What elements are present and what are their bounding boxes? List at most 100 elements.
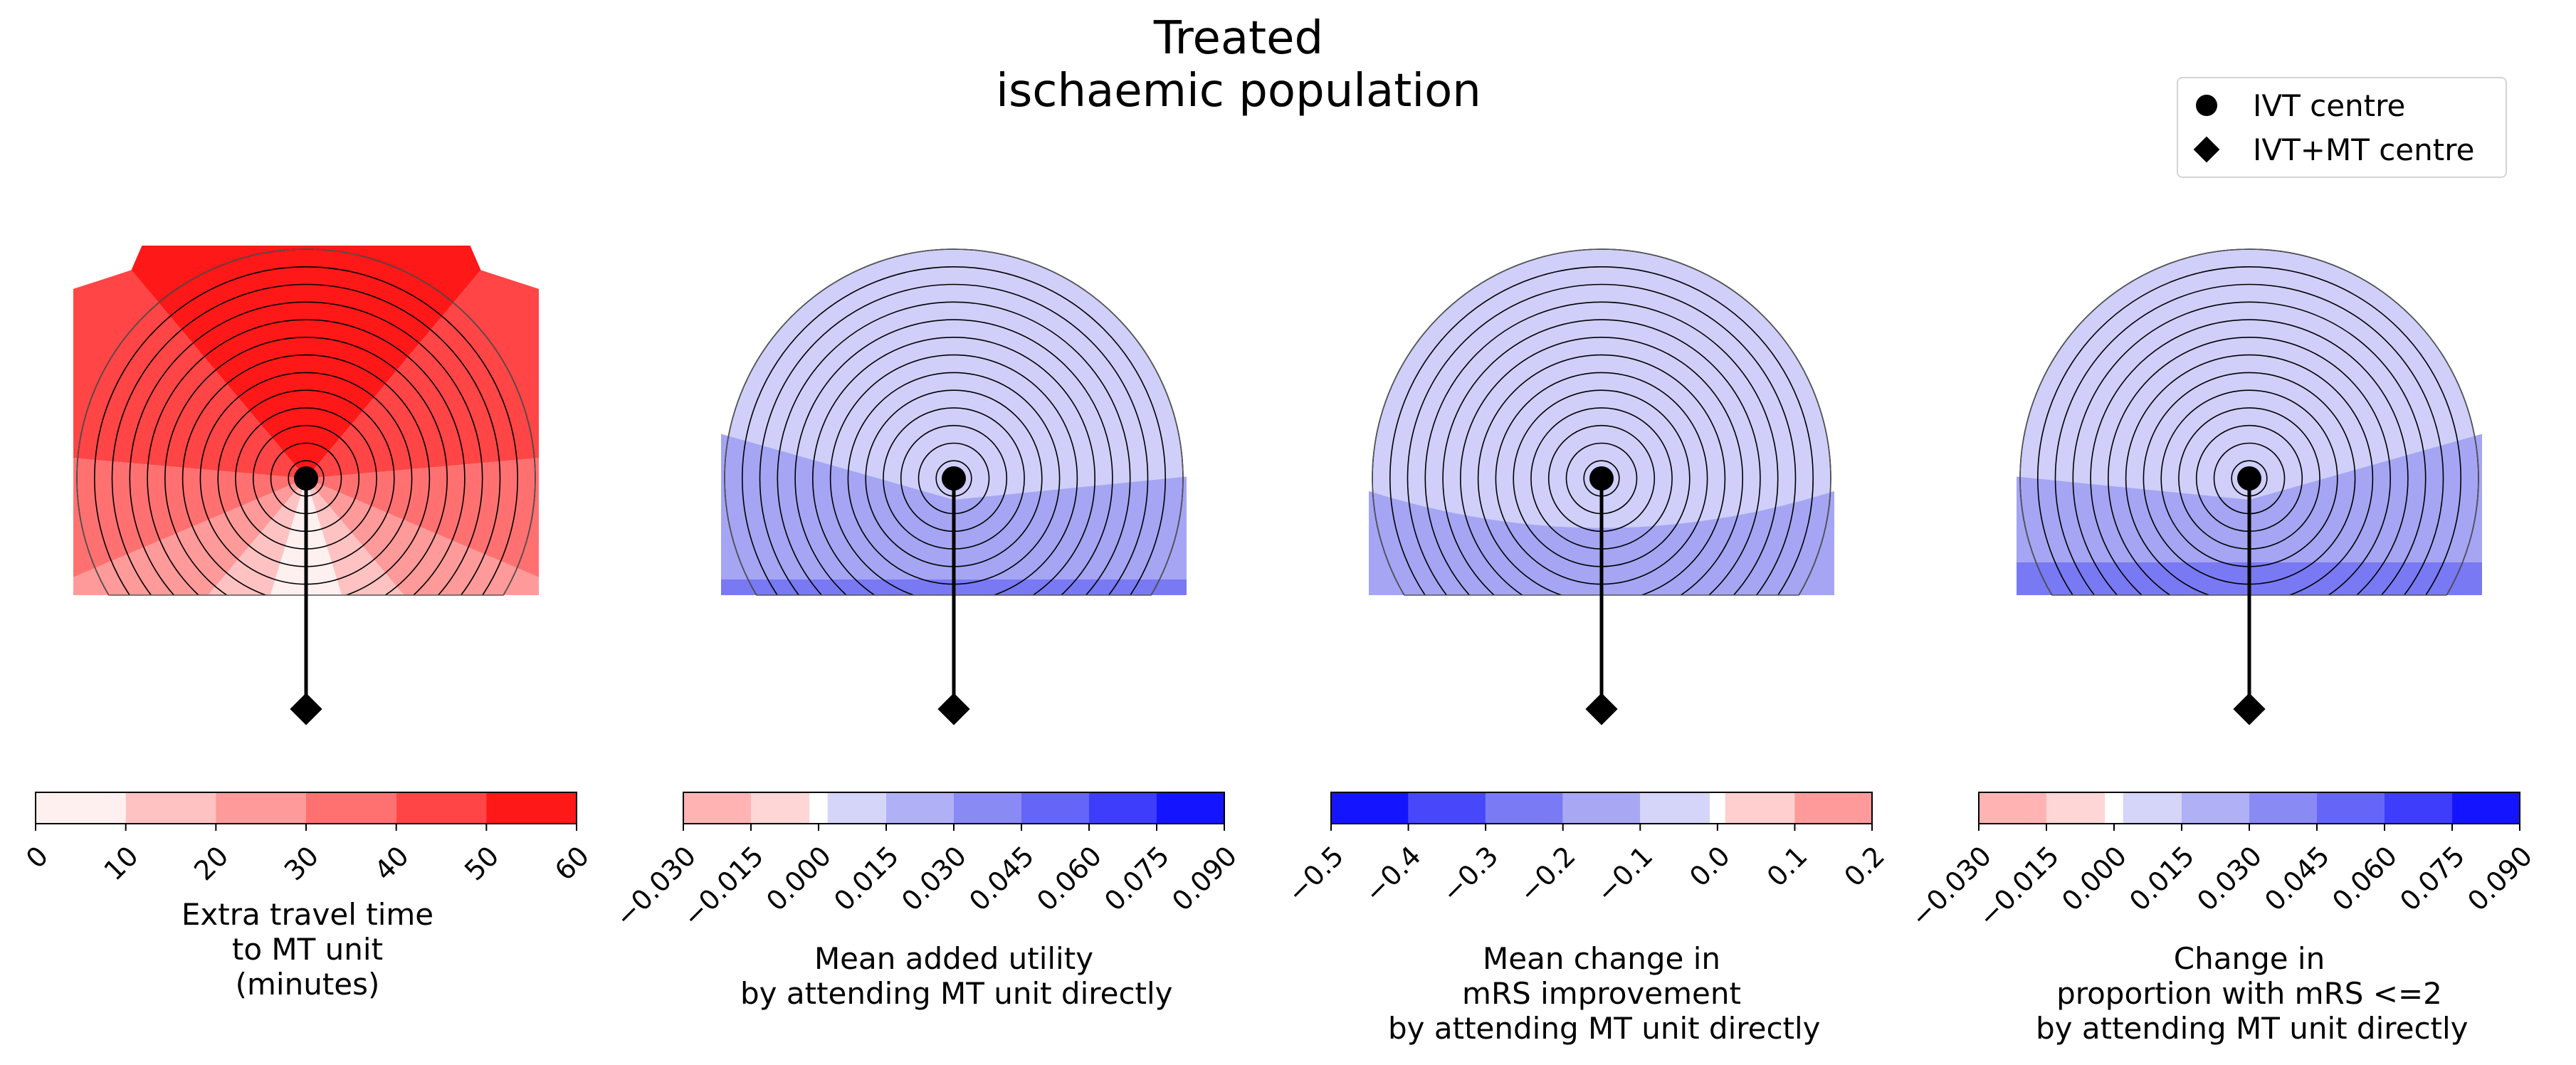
panel-1-label-line1: Extra travel time [181, 897, 434, 932]
ring [2054, 283, 2444, 595]
colorbar-bin [396, 792, 487, 824]
panel-4: −0.030−0.0150.0000.0150.0300.0450.0600.0… [1905, 248, 2538, 933]
colorbar-tick-label: 0.015 [828, 840, 905, 917]
colorbar-tick-label: 50 [458, 840, 505, 886]
colorbar-bin [2385, 792, 2452, 824]
ring [742, 266, 1166, 595]
legend: IVT centre IVT+MT centre [2177, 77, 2507, 178]
colorbar-tick-label: 30 [278, 840, 325, 886]
colorbar-bin [827, 792, 886, 824]
panel-4-colorbar: −0.030−0.0150.0000.0150.0300.0450.0600.0… [1905, 792, 2538, 933]
legend-item-ivt-mt: IVT+MT centre [2178, 128, 2474, 171]
colorbar-tick-label: −0.2 [1513, 840, 1582, 908]
panel-4-colorbar-label: Change in proportion with mRS <=2 by att… [2036, 941, 2469, 1046]
colorbar-bin [1725, 792, 1795, 824]
colorbar-bin [2182, 792, 2249, 824]
zone-sector [306, 458, 539, 577]
colorbar-frame [1330, 792, 1873, 824]
ring [2125, 354, 2374, 595]
panel-1-colorbar: 0 10 20 30 40 50 60 [20, 792, 595, 886]
legend-item-ivt: IVT centre [2178, 84, 2405, 127]
panel-1-label-line3: (minutes) [235, 967, 380, 1002]
colorbar-tick-label: 0 [20, 840, 54, 874]
zone-sector [306, 478, 404, 595]
panel-2: −0.030−0.0150.0000.0150.0300.0450.0600.0… [609, 248, 1243, 933]
colorbar-tick-label: 0.090 [1166, 840, 1243, 917]
colorbar-tick-label: −0.4 [1358, 840, 1426, 908]
zone-sector [306, 246, 481, 478]
panel-1-region [73, 246, 539, 596]
colorbar-tick-label: −0.1 [1590, 840, 1658, 908]
ring [182, 354, 431, 595]
colorbar-bin [1979, 792, 2046, 824]
colorbar-bin [1640, 792, 1710, 824]
colorbar-bin [125, 792, 216, 824]
colorbar-tick-label: 0.000 [760, 840, 837, 917]
colorbar-tick-label: 0.000 [2056, 840, 2133, 917]
ivt-centre-marker [942, 466, 966, 490]
colorbar-bin [2249, 792, 2317, 824]
panel-3-colorbar-label: Mean change in mRS improvement by attend… [1388, 941, 1821, 1046]
colorbar-tick-label: 0.075 [2394, 840, 2471, 917]
colorbar-bin [1157, 792, 1224, 824]
colorbar-bin [1710, 792, 1725, 824]
zone-sector [306, 478, 539, 595]
colorbar-tick-label: 0.045 [2259, 840, 2335, 917]
colorbar-bin [2452, 792, 2520, 824]
ivt-centre-marker [2237, 466, 2261, 490]
colorbar-tick-label: 0.060 [1031, 840, 1108, 917]
panel-2-label-line2: by attending MT unit directly [740, 976, 1173, 1011]
ring [1460, 337, 1743, 595]
ring [1477, 354, 1726, 595]
ring [147, 319, 466, 595]
region-boundary [1372, 248, 1831, 596]
colorbar-tick-label: 0.0 [1683, 840, 1736, 893]
panel-3-region [1369, 248, 1834, 596]
circle-marker-icon [2196, 95, 2217, 116]
panel-2-label-line1: Mean added utility [814, 941, 1094, 976]
zone-sector [73, 458, 306, 577]
colorbar-bin [1408, 792, 1486, 824]
panel-4-label-line2: proportion with mRS <=2 [2056, 976, 2442, 1011]
ring [794, 319, 1113, 595]
colorbar-bin [809, 792, 828, 824]
colorbar-tick-label: 0.2 [1838, 840, 1891, 893]
colorbar-tick-label: 10 [98, 840, 144, 886]
ivt-centre-marker [294, 466, 318, 490]
colorbar-bin [2317, 792, 2385, 824]
ring [777, 301, 1131, 595]
colorbar-bin [2123, 792, 2182, 824]
panel-4-label-line3: by attending MT unit directly [2036, 1011, 2469, 1046]
colorbar-bin [486, 792, 577, 824]
panel-4-label-line1: Change in [2173, 941, 2325, 976]
colorbar-tick-label: 0.030 [895, 840, 972, 917]
panel-3: −0.5 −0.4 −0.3 −0.2 −0.1 0.0 0.1 0.2 [1281, 248, 1891, 908]
zone-sector [73, 478, 306, 595]
ring [829, 354, 1078, 595]
zone-sector [208, 478, 306, 595]
ivt-mt-centre-marker [290, 693, 322, 725]
figure-title: Treated ischaemic population [0, 12, 2477, 117]
ivt-mt-centre-marker [2233, 693, 2266, 725]
colorbar-tick-label: 0.015 [2123, 840, 2200, 917]
ring [111, 283, 501, 595]
panel-2-colorbar: −0.030−0.0150.0000.0150.0300.0450.0600.0… [609, 792, 1243, 933]
colorbar-bin [2046, 792, 2106, 824]
region-boundary [2019, 248, 2479, 596]
colorbar-bin [1089, 792, 1157, 824]
ring [1442, 319, 1761, 595]
ring [164, 337, 448, 595]
panel-2-colorbar-label: Mean added utility by attending MT unit … [740, 941, 1173, 1011]
colorbar-bin [683, 792, 751, 824]
ring [812, 337, 1095, 595]
figure-title-line2: ischaemic population [996, 64, 1481, 117]
panel-2-region [721, 248, 1187, 596]
colorbar-bin [1486, 792, 1563, 824]
colorbar-bin [1794, 792, 1872, 824]
colorbar-bin [1021, 792, 1089, 824]
panel-1: 0 10 20 30 40 50 60 [20, 246, 595, 886]
ivt-centre-marker [1589, 466, 1614, 490]
colorbar-tick-label: −0.5 [1281, 840, 1350, 908]
ring [1424, 301, 1779, 595]
